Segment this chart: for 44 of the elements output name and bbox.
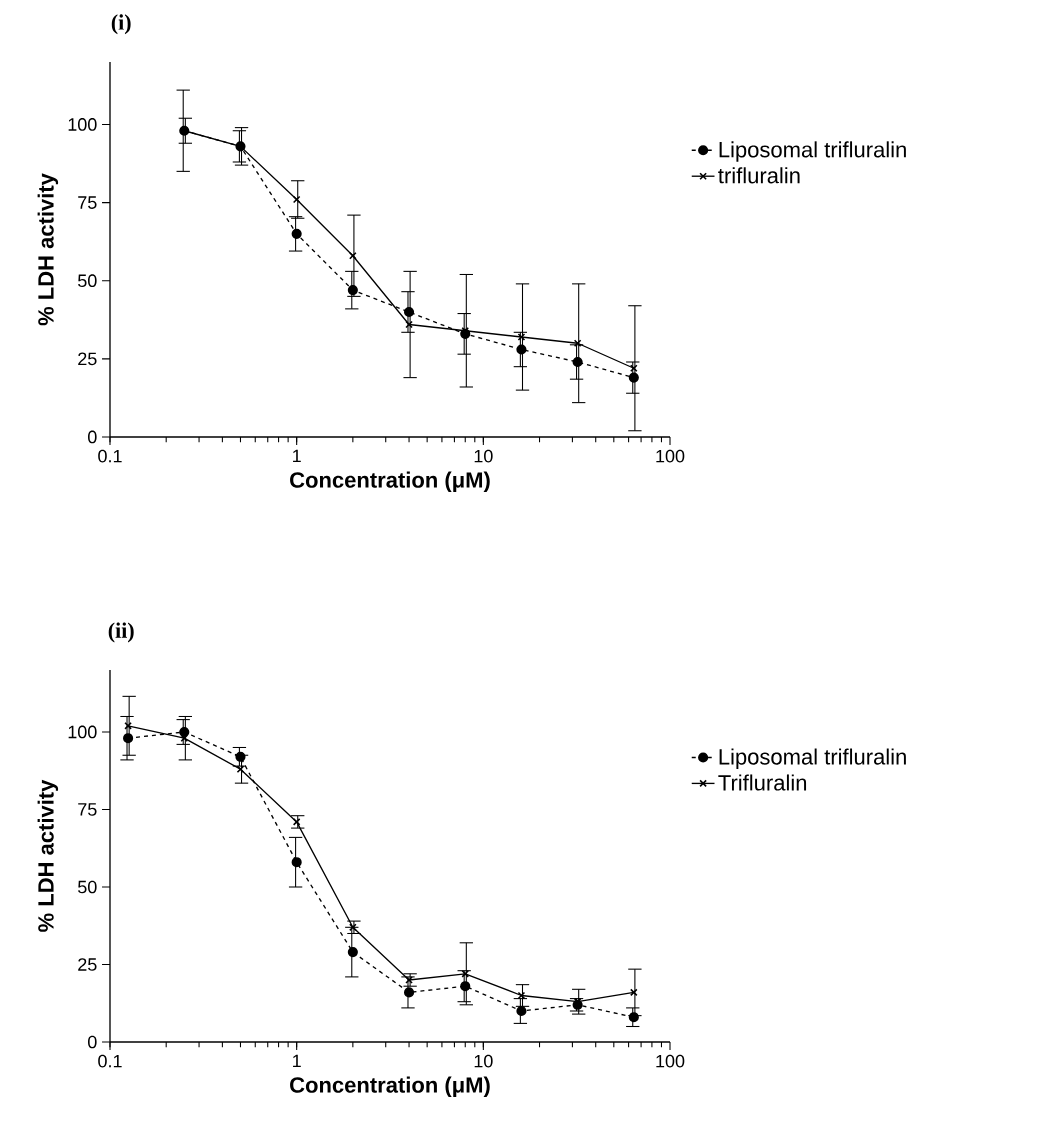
y-tick-label: 0 xyxy=(88,1035,97,1049)
x-tick-label: 100 xyxy=(656,449,685,463)
y-tick-label: 0 xyxy=(88,430,97,444)
point xyxy=(572,356,583,368)
y-axis-title: % LDH activity xyxy=(37,173,59,326)
y-tick-label: 75 xyxy=(78,803,97,816)
x-axis-title: Concentration (μM) xyxy=(290,1076,490,1098)
y-tick-label: 100 xyxy=(68,725,97,739)
x-tick-label: 0.1 xyxy=(98,449,122,463)
point xyxy=(347,947,358,958)
y-tick-label: 50 xyxy=(78,274,97,288)
point xyxy=(516,344,527,355)
point xyxy=(460,981,471,992)
y-tick-label: 100 xyxy=(68,118,97,131)
point xyxy=(179,726,190,738)
chart-title: (i) xyxy=(111,14,131,35)
x-tick-label: 100 xyxy=(656,1054,685,1068)
legend-label: Liposomal trifluralin xyxy=(719,748,906,769)
y-tick-label: 50 xyxy=(78,880,97,894)
x-tick-label: 0.1 xyxy=(98,1054,122,1068)
x-tick-label: 10 xyxy=(474,449,493,463)
legend-label: Liposomal trifluralin xyxy=(719,141,906,162)
point xyxy=(123,733,134,744)
point xyxy=(291,857,302,868)
x-tick-label: 1 xyxy=(293,449,301,463)
point xyxy=(291,228,302,239)
point xyxy=(405,976,413,984)
legend-label: Trifluralin xyxy=(718,774,807,791)
point xyxy=(516,1005,527,1017)
y-tick-label: 25 xyxy=(78,352,97,366)
point xyxy=(403,987,415,998)
y-tick-label: 75 xyxy=(78,196,97,209)
point xyxy=(628,372,639,383)
legend-label: trifluralin xyxy=(718,167,800,184)
y-axis-title: % LDH activity xyxy=(37,779,59,932)
point xyxy=(235,751,246,762)
point xyxy=(403,306,415,318)
x-tick-label: 10 xyxy=(474,1054,493,1068)
chart-title: (ii) xyxy=(108,622,134,643)
x-tick-label: 1 xyxy=(293,1054,301,1068)
point xyxy=(628,1012,639,1023)
point xyxy=(347,285,358,296)
x-axis-title: Concentration (μM) xyxy=(290,471,490,493)
y-tick-label: 25 xyxy=(78,958,97,971)
